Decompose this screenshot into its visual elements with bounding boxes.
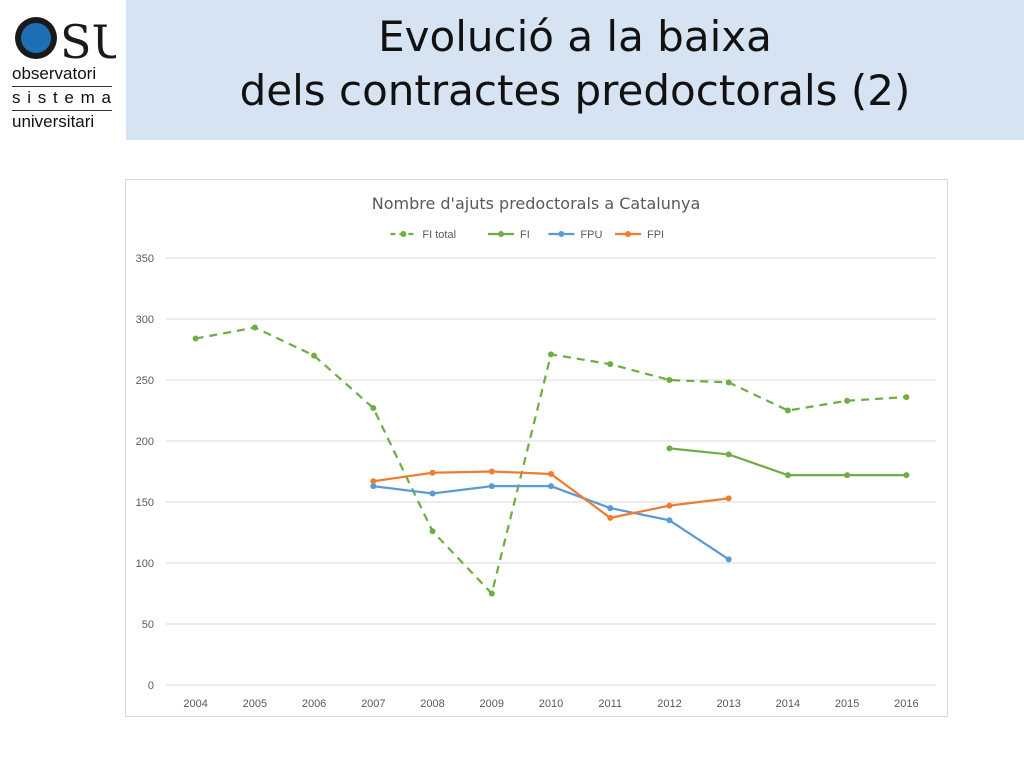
logo-su-letters: SU bbox=[60, 15, 116, 69]
x-tick-label-2009: 2009 bbox=[480, 698, 504, 710]
y-tick-label-0: 0 bbox=[148, 680, 154, 692]
data-point-fi-total-2010 bbox=[548, 351, 554, 358]
osu-logo-mark: SU bbox=[15, 15, 116, 69]
osu-logo: SU observatori s i s t e m a universitar… bbox=[8, 8, 118, 138]
x-tick-label-2013: 2013 bbox=[716, 698, 740, 710]
data-point-fpu-2012 bbox=[666, 517, 673, 524]
y-tick-label-250: 250 bbox=[136, 375, 154, 387]
logo-word-observatori: observatori bbox=[12, 64, 97, 83]
data-point-fi-2016 bbox=[903, 472, 910, 479]
logo-word-sistema: s i s t e m a bbox=[12, 88, 112, 107]
legend-marker-fi bbox=[498, 231, 504, 237]
x-tick-label-2008: 2008 bbox=[420, 698, 444, 710]
legend-item-fi-total: FI total bbox=[390, 229, 456, 241]
y-tick-label-350: 350 bbox=[136, 253, 154, 265]
x-tick-label-2016: 2016 bbox=[894, 698, 918, 710]
x-tick-label-2005: 2005 bbox=[243, 698, 267, 710]
x-tick-label-2010: 2010 bbox=[539, 698, 563, 710]
data-point-fi-2013 bbox=[725, 451, 732, 458]
data-point-fpu-2013 bbox=[725, 556, 732, 563]
series-line-fpu bbox=[373, 485, 730, 561]
data-point-fpi-2011 bbox=[607, 514, 614, 521]
series-line-fpi bbox=[373, 470, 729, 520]
y-tick-label-50: 50 bbox=[142, 619, 154, 631]
data-point-fi-total-2004 bbox=[192, 335, 199, 342]
data-point-fpu-2009 bbox=[488, 483, 495, 490]
data-point-fi-2014 bbox=[784, 472, 791, 479]
data-point-fi-2012 bbox=[666, 445, 673, 452]
chart-legend: FI total FI FPU FPI bbox=[390, 229, 664, 241]
series-fpu bbox=[370, 483, 732, 563]
slide-title-line-2: dels contractes predoctorals (2) bbox=[239, 66, 911, 115]
data-point-fi-total-2012 bbox=[666, 377, 673, 383]
data-point-fpu-2011 bbox=[607, 505, 614, 512]
data-point-fi-total-2014 bbox=[784, 407, 791, 414]
data-point-fpi-2010 bbox=[548, 470, 554, 477]
y-axis: 0 50 100 150 200 250 300 350 bbox=[136, 253, 154, 692]
chart-series bbox=[192, 324, 910, 597]
legend-item-fpi: FPI bbox=[615, 229, 664, 241]
data-point-fpi-2009 bbox=[488, 468, 495, 475]
data-point-fpi-2007 bbox=[370, 478, 377, 485]
data-point-fpi-2012 bbox=[666, 502, 673, 509]
y-tick-label-300: 300 bbox=[136, 314, 154, 326]
logo-divider-2 bbox=[12, 110, 112, 111]
legend-marker-fpu bbox=[558, 231, 565, 237]
series-line-fi-total bbox=[195, 326, 907, 596]
y-tick-label-100: 100 bbox=[136, 558, 154, 570]
legend-marker-fpi bbox=[625, 231, 631, 237]
data-point-fi-total-2015 bbox=[844, 397, 851, 404]
chart-title: Nombre d'ajuts predoctorals a Catalunya bbox=[372, 194, 701, 213]
x-tick-label-2007: 2007 bbox=[361, 698, 385, 710]
legend-item-fpu: FPU bbox=[548, 229, 602, 241]
slide-title-line-1: Evolució a la baixa bbox=[378, 12, 772, 61]
legend-label-fpu: FPU bbox=[580, 229, 602, 241]
legend-label-fpi: FPI bbox=[647, 229, 664, 241]
data-point-fpu-2008 bbox=[429, 490, 436, 497]
x-tick-label-2011: 2011 bbox=[598, 698, 622, 710]
legend-item-fi: FI bbox=[488, 229, 530, 241]
chart-gridlines bbox=[166, 257, 936, 686]
x-tick-label-2006: 2006 bbox=[302, 698, 326, 710]
slide-title: Evolució a la baixa dels contractes pred… bbox=[126, 10, 1024, 118]
data-point-fi-total-2013 bbox=[725, 379, 732, 386]
logo-divider-1 bbox=[12, 86, 112, 87]
data-point-fpi-2008 bbox=[429, 469, 436, 476]
line-chart: Nombre d'ajuts predoctorals a Catalunya … bbox=[136, 194, 936, 710]
x-axis: 2004 2005 2006 2007 2008 2009 2010 2011 2012 2013… bbox=[183, 698, 918, 710]
y-tick-label-200: 200 bbox=[136, 436, 154, 448]
logo-o-center bbox=[21, 23, 51, 53]
legend-marker-fi-total bbox=[400, 231, 407, 237]
data-point-fpu-2007 bbox=[370, 483, 377, 490]
data-point-fi-total-2008 bbox=[429, 528, 436, 535]
logo-word-universitari: universitari bbox=[12, 112, 95, 131]
data-point-fi-total-2005 bbox=[251, 324, 258, 331]
series-fpi bbox=[370, 468, 732, 521]
series-line-fi bbox=[669, 447, 907, 477]
data-point-fi-total-2016 bbox=[903, 394, 910, 401]
legend-label-fi-total: FI total bbox=[422, 229, 456, 241]
legend-label-fi: FI bbox=[520, 229, 530, 241]
title-band bbox=[126, 0, 1024, 140]
data-point-fi-total-2009 bbox=[488, 590, 495, 597]
x-tick-label-2012: 2012 bbox=[657, 698, 681, 710]
x-tick-label-2004: 2004 bbox=[183, 698, 207, 710]
data-point-fi-total-2011 bbox=[607, 361, 614, 368]
y-tick-label-150: 150 bbox=[136, 497, 154, 509]
series-fi-total bbox=[192, 324, 910, 597]
data-point-fi-2015 bbox=[844, 472, 851, 479]
x-tick-label-2015: 2015 bbox=[835, 698, 859, 710]
series-fi bbox=[666, 445, 910, 479]
x-tick-label-2014: 2014 bbox=[776, 698, 800, 710]
chart-area: Nombre d'ajuts predoctorals a Catalunya … bbox=[125, 179, 948, 717]
data-point-fi-total-2006 bbox=[311, 352, 318, 359]
data-point-fpi-2013 bbox=[725, 495, 732, 502]
data-point-fpu-2010 bbox=[548, 483, 554, 490]
data-point-fi-total-2007 bbox=[370, 405, 377, 412]
